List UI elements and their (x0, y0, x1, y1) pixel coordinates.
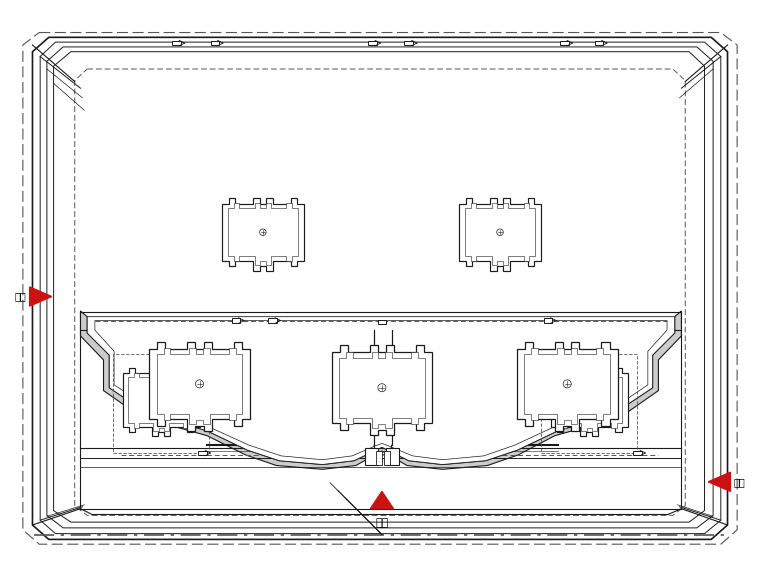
Text: 大门: 大门 (15, 291, 27, 302)
Polygon shape (465, 203, 535, 265)
FancyBboxPatch shape (384, 451, 390, 465)
Bar (365, 448, 378, 466)
Polygon shape (87, 317, 675, 465)
Bar (378, 320, 386, 324)
Polygon shape (222, 198, 304, 271)
Polygon shape (370, 491, 394, 508)
Polygon shape (128, 373, 194, 431)
Polygon shape (459, 198, 541, 271)
Polygon shape (708, 472, 730, 491)
Bar (386, 448, 399, 466)
Bar (173, 40, 181, 46)
Bar (633, 451, 641, 455)
Bar (368, 40, 377, 46)
Bar (560, 40, 568, 46)
Polygon shape (556, 373, 622, 431)
Polygon shape (81, 311, 682, 469)
Text: 大门: 大门 (733, 477, 745, 487)
Bar (594, 40, 603, 46)
Polygon shape (30, 287, 52, 306)
Text: 大门: 大门 (375, 518, 388, 528)
Bar (232, 318, 240, 323)
Polygon shape (228, 203, 298, 265)
Polygon shape (149, 341, 250, 431)
Polygon shape (95, 320, 667, 460)
Polygon shape (122, 368, 200, 436)
Polygon shape (339, 352, 425, 428)
Bar (543, 318, 553, 323)
Bar (268, 318, 277, 323)
Polygon shape (551, 368, 628, 436)
Polygon shape (331, 345, 432, 435)
Bar (211, 40, 219, 46)
Polygon shape (157, 348, 242, 424)
Bar (198, 451, 207, 455)
Bar (404, 40, 413, 46)
FancyBboxPatch shape (376, 451, 382, 465)
Polygon shape (524, 348, 610, 424)
Polygon shape (517, 341, 618, 431)
